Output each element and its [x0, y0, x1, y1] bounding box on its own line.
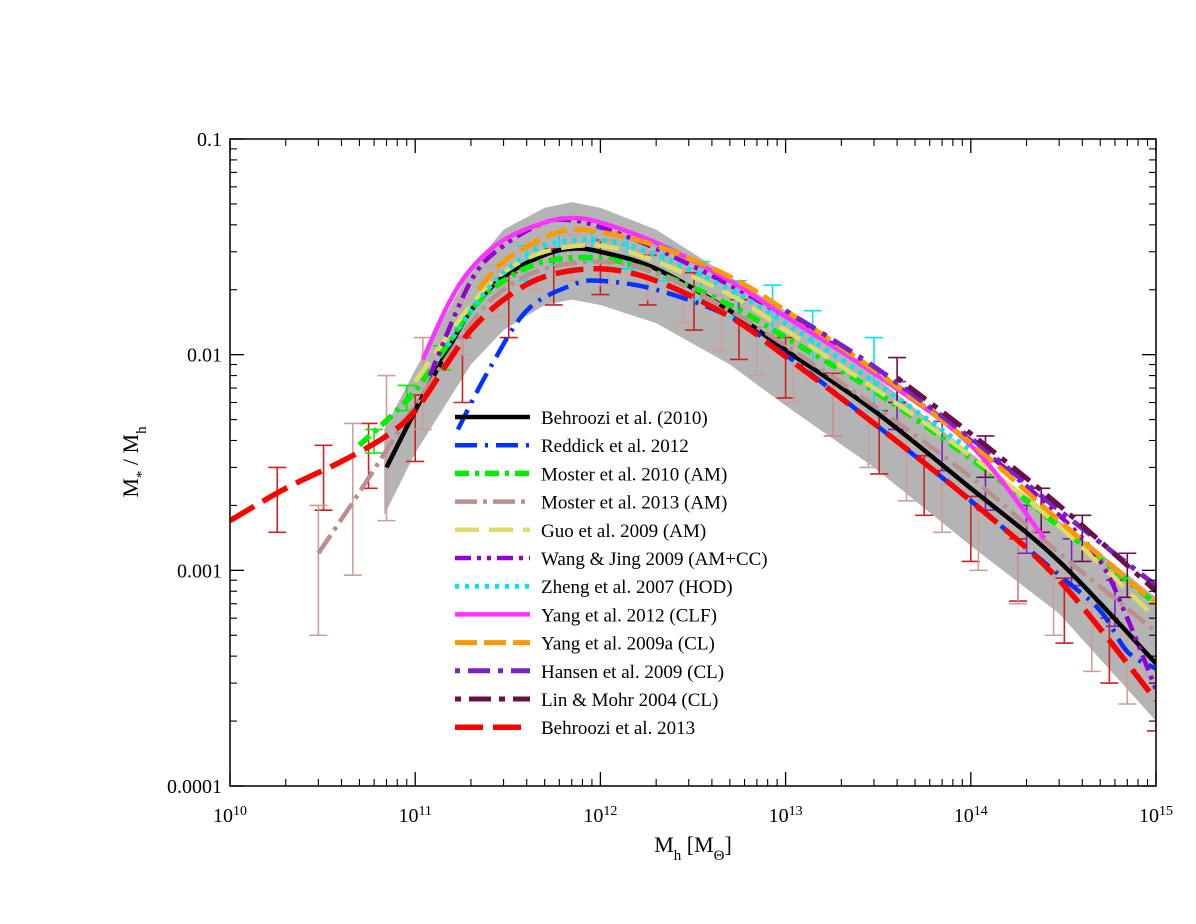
- x-tick-label: 1010: [213, 804, 247, 828]
- legend-label: Zheng et al. 2007 (HOD): [541, 577, 733, 598]
- x-axis-label: Mh [MΘ]: [654, 832, 732, 864]
- series-line-4: [316, 259, 1156, 634]
- legend-label: Guo et al. 2009 (AM): [541, 521, 706, 542]
- x-tick-label: 1013: [769, 804, 803, 828]
- error-bar: [314, 444, 333, 512]
- x-tick-label: 1015: [1139, 804, 1173, 828]
- series-line-6: [427, 217, 1156, 691]
- x-tick-label: 1014: [954, 804, 988, 828]
- y-tick-label: 0.0001: [167, 776, 222, 798]
- series-line-11: [895, 375, 1156, 594]
- legend-label: Behroozi et al. (2010): [541, 408, 708, 429]
- legend-label: Yang et al. 2012 (CLF): [541, 605, 717, 626]
- series-line-12: [230, 266, 1156, 702]
- error-bar: [343, 422, 362, 576]
- series-line-7: [445, 236, 973, 453]
- error-bar: [309, 504, 328, 637]
- series-lines: [230, 215, 1156, 702]
- series-line-9: [476, 226, 1156, 606]
- y-tick-label: 0.01: [187, 345, 222, 367]
- y-tick-label: 0.1: [197, 129, 222, 151]
- series-line-8: [420, 215, 1047, 541]
- legend: Behroozi et al. (2010) Reddick et al. 201…: [455, 408, 768, 739]
- series-line-10: [784, 308, 1156, 588]
- plot-frame: [229, 138, 1157, 787]
- x-tick-label: 1012: [583, 804, 617, 828]
- legend-label: Lin & Mohr 2004 (CL): [541, 690, 718, 711]
- error-bar: [268, 466, 287, 534]
- legend-label: Yang et al. 2009a (CL): [541, 634, 715, 655]
- error-bar: [413, 336, 432, 431]
- series-line-3: [357, 254, 1156, 606]
- legend-label: Hansen et al. 2009 (CL): [541, 662, 724, 683]
- y-tick-label: 0.001: [177, 560, 222, 582]
- legend-label: Reddick et al. 2012: [541, 436, 689, 457]
- legend-label: Behroozi et al. 2013: [541, 718, 695, 739]
- legend-label: Wang & Jing 2009 (AM+CC): [541, 549, 768, 570]
- y-axis-label: M* / Mh: [118, 426, 150, 498]
- x-tick-label: 1011: [398, 804, 431, 828]
- axis-ticks: 1010 1011 1012 1013 1014 1015 0.0001 0.001 0.01 0…: [167, 129, 1173, 827]
- legend-label: Moster et al. 2013 (AM): [541, 493, 727, 514]
- legend-label: Moster et al. 2010 (AM): [541, 464, 727, 485]
